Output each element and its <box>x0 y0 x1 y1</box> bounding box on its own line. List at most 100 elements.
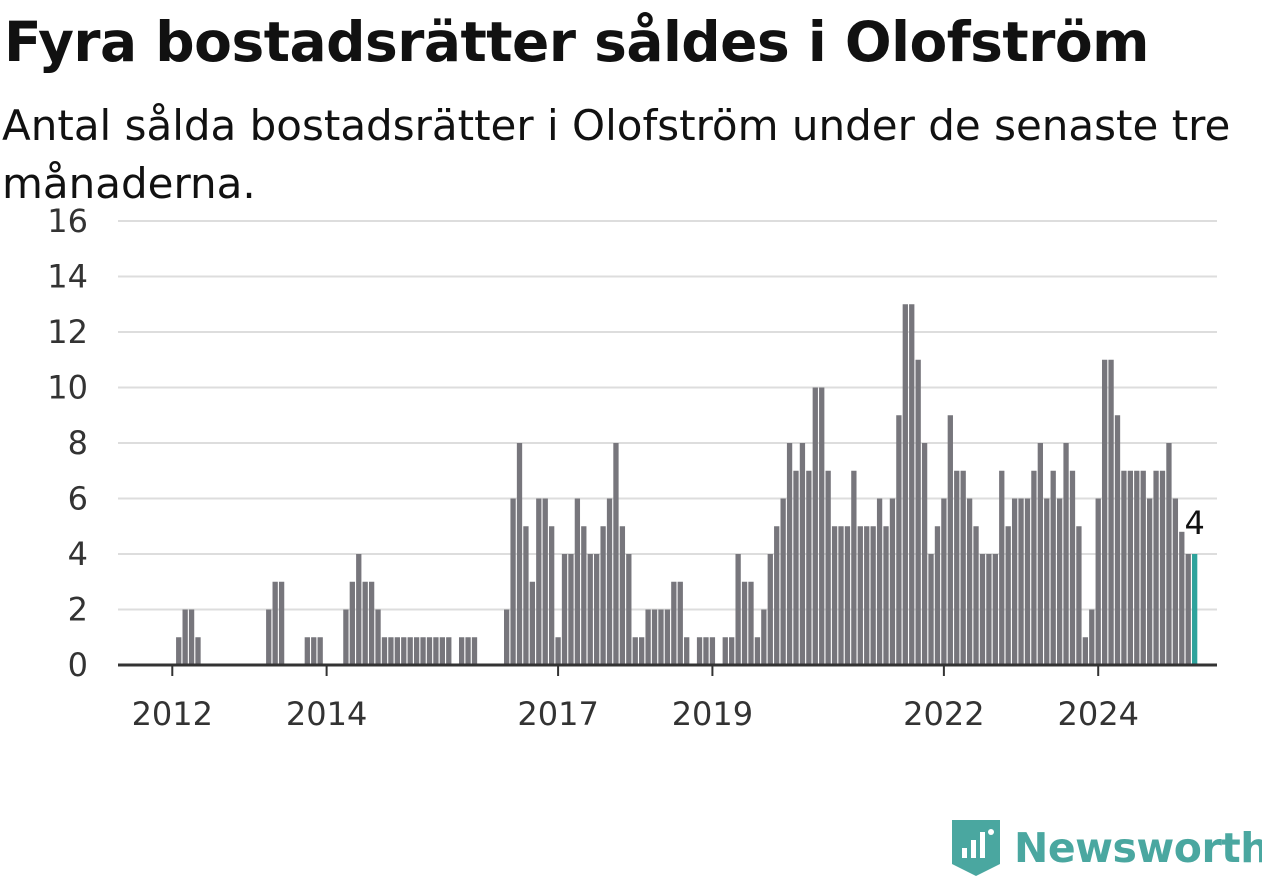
y-axis-labels: 0 2 4 6 8 10 12 14 16 <box>47 202 88 684</box>
bar <box>626 554 632 665</box>
bar <box>1056 498 1063 665</box>
bar <box>876 498 883 665</box>
bar <box>343 609 349 665</box>
bar <box>600 526 606 665</box>
bar <box>825 470 831 665</box>
bar <box>812 387 818 665</box>
bar <box>1140 470 1146 665</box>
bar <box>1024 498 1031 665</box>
bar <box>767 554 773 665</box>
bar <box>568 554 574 665</box>
bar <box>1179 531 1185 665</box>
bar <box>1147 498 1153 665</box>
y-tick-label: 2 <box>68 591 88 629</box>
last-value-label: 4 <box>1184 504 1204 542</box>
bar <box>1166 443 1172 665</box>
bar <box>594 554 600 665</box>
bar <box>1127 470 1134 665</box>
bar <box>966 498 973 665</box>
bar-chart: 0 2 4 6 8 10 12 14 16 2012 2014 2017 2019 2022 2024 4 <box>47 202 1217 733</box>
y-tick-label: 4 <box>68 535 88 573</box>
bar <box>709 637 716 665</box>
bar <box>619 526 626 665</box>
bar <box>915 359 921 665</box>
bar <box>754 637 761 665</box>
bar <box>272 581 278 665</box>
bar <box>999 470 1005 665</box>
chart-title: Fyra bostadsrätter såldes i Olofström <box>4 10 1149 74</box>
bar <box>902 304 908 665</box>
highlighted-bar <box>1192 554 1198 665</box>
bar <box>176 637 182 665</box>
bar <box>555 637 561 665</box>
bar <box>1153 470 1159 665</box>
bar <box>722 637 728 665</box>
bar <box>1044 498 1050 665</box>
bar <box>658 609 664 665</box>
bar <box>1050 470 1056 665</box>
x-axis: 2012 2014 2017 2019 2022 2024 <box>118 663 1217 733</box>
bar <box>465 637 471 665</box>
bar <box>1031 470 1037 665</box>
bar <box>349 581 355 665</box>
bar <box>632 637 638 665</box>
bar <box>195 637 201 665</box>
bar <box>375 609 381 665</box>
bar <box>1063 443 1069 665</box>
bar <box>362 581 368 665</box>
bar <box>1095 498 1101 665</box>
bar <box>664 609 671 665</box>
bar <box>870 526 876 665</box>
bar <box>542 498 548 665</box>
bar <box>1114 415 1121 665</box>
bar <box>838 526 844 665</box>
bar <box>356 554 362 665</box>
bar <box>703 637 709 665</box>
bars <box>176 304 1198 665</box>
newsworthy-logo-icon <box>952 820 1000 876</box>
bar <box>266 609 272 665</box>
bar <box>780 498 786 665</box>
x-tick-label: 2014 <box>286 695 367 733</box>
bar <box>188 609 195 665</box>
bar <box>471 637 478 665</box>
x-tick-label: 2017 <box>517 695 598 733</box>
bar <box>741 581 748 665</box>
x-tick-label: 2019 <box>672 695 753 733</box>
bar <box>786 443 793 665</box>
bar <box>992 554 998 665</box>
bar <box>1185 554 1191 665</box>
y-tick-label: 8 <box>68 424 88 462</box>
bar <box>941 498 947 665</box>
bar <box>684 637 690 665</box>
bar <box>1121 470 1127 665</box>
bar <box>851 470 857 665</box>
bar <box>613 443 619 665</box>
bar <box>581 526 587 665</box>
newsworthy-logo: Newsworthy <box>950 818 1262 878</box>
bar <box>1089 609 1095 665</box>
bar <box>883 526 889 665</box>
y-tick-label: 14 <box>47 258 88 296</box>
bar <box>587 554 593 665</box>
bar <box>735 554 741 665</box>
bar <box>1069 470 1076 665</box>
bar <box>536 498 542 665</box>
bar <box>446 637 452 665</box>
bar <box>928 554 934 665</box>
bar <box>748 581 754 665</box>
bar <box>774 526 780 665</box>
bar <box>529 581 536 665</box>
bar <box>311 637 317 665</box>
bar <box>696 637 703 665</box>
bar <box>574 498 581 665</box>
bar <box>439 637 445 665</box>
bar <box>1172 498 1179 665</box>
bar <box>1082 637 1088 665</box>
bar <box>516 443 523 665</box>
bar <box>388 637 394 665</box>
bar <box>1076 526 1082 665</box>
bar <box>426 637 433 665</box>
bar <box>857 526 863 665</box>
bar <box>819 387 825 665</box>
